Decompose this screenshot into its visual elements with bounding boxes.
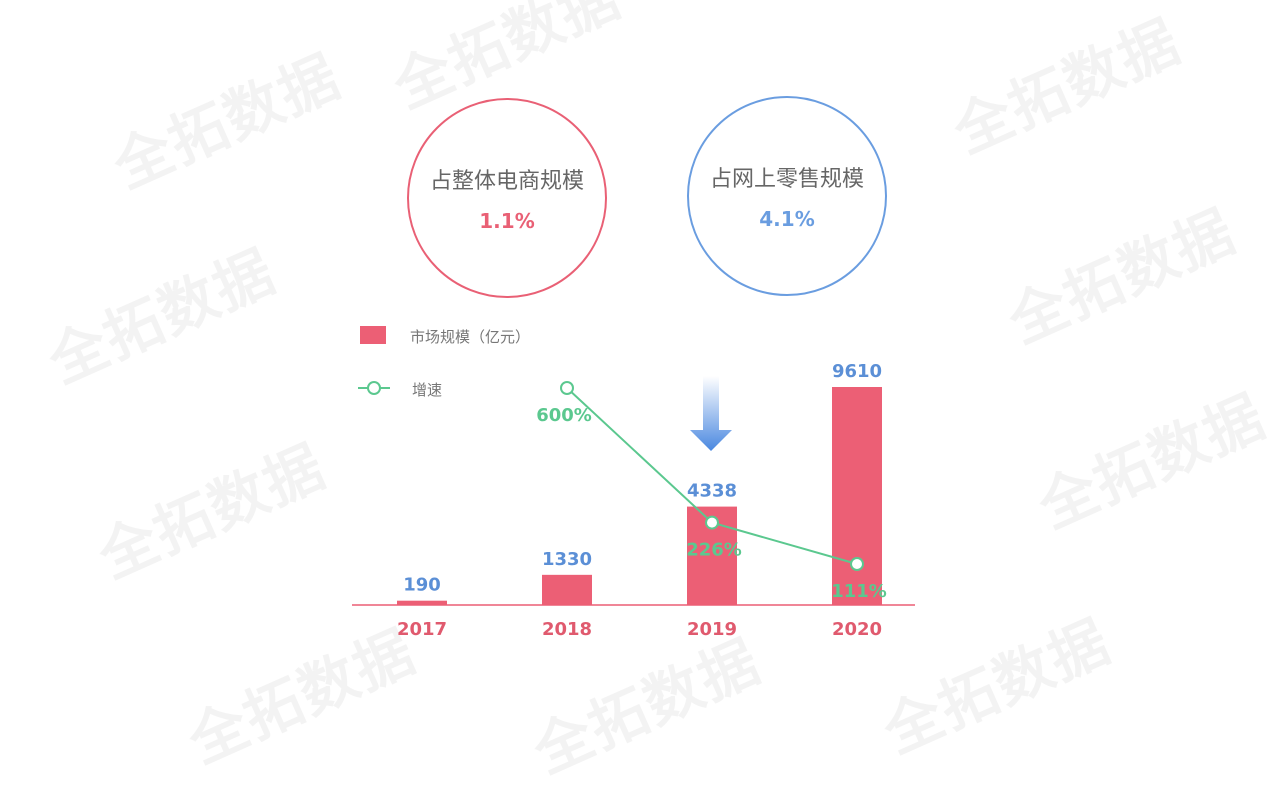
bar-value-label: 190 [403,575,441,596]
growth-point-2018 [560,381,574,395]
growth-rate-label: 600% [536,405,592,426]
kpi-circle-ecommerce-share: 占整体电商规模 1.1% [407,98,607,298]
kpi-label: 占整体电商规模 [429,169,584,194]
legend-line-label: 增速 [412,381,443,399]
kpi-label: 占网上零售规模 [709,167,864,192]
growth-rate-label: 111% [831,581,887,602]
x-tick-label: 2020 [832,619,882,640]
bar-value-label: 4338 [687,481,737,502]
kpi-circle-retail-share: 占网上零售规模 4.1% [687,96,887,296]
legend-line-swatch [358,381,390,395]
kpi-value: 1.1% [479,209,535,233]
kpi-value: 4.1% [759,207,815,231]
x-tick-label: 2018 [542,619,592,640]
bar-2018 [542,574,592,605]
x-tick-label: 2019 [687,619,737,640]
growth-point-2019 [705,515,719,530]
bar-2017 [397,600,447,605]
growth-point-2020 [850,557,864,571]
market-size-chart: 190 2017 1330 2018 4338 2019 9610 2020 600% 226%… [352,361,915,640]
legend-bar-label: 市场规模（亿元） [410,328,531,346]
growth-rate-label: 226% [686,540,742,561]
bar-value-label: 9610 [832,361,882,382]
x-tick-label: 2017 [397,619,447,640]
bar-value-label: 1330 [542,549,592,570]
legend-bar-swatch [360,326,386,344]
down-arrow-icon [690,376,732,451]
bar-2020 [832,387,882,605]
